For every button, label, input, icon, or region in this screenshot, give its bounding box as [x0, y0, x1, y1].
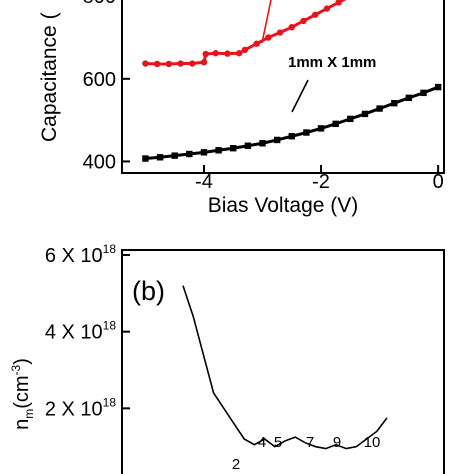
panel-a-plot-frame	[121, 0, 445, 174]
panel-a-series-1-point	[405, 94, 413, 102]
ylabel-main: n	[11, 419, 33, 430]
panel-a-series-0-point	[202, 50, 209, 58]
panel-a-series-0-point	[142, 60, 149, 67]
panel-a-y-tick-label-2: 800	[83, 0, 116, 8]
panel-a-x-axis-label: Bias Voltage (V)	[208, 194, 359, 217]
panel-b-y-tick-label-0: 2 X 1018	[45, 395, 117, 420]
ylabel-sub: m	[22, 409, 36, 419]
panel-a-series-1-point	[273, 136, 281, 144]
ylabel-unit: (cm	[11, 375, 33, 408]
panel-a-series-0-point	[288, 23, 295, 31]
panel-a-series-0-point	[165, 60, 173, 68]
panel-b-peak-label-4: 4	[258, 434, 266, 451]
panel-a-series-1-point	[186, 150, 193, 158]
panel-a-series-0-point	[300, 17, 307, 25]
panel-a-x-tick-label-1: -2	[312, 171, 330, 193]
panel-a-series-0-point	[189, 60, 196, 67]
panel-a-series-1-point	[347, 115, 354, 123]
panel-a-series-line-1	[145, 85, 439, 161]
panel-b-peak-label-5: 5	[274, 434, 282, 451]
panel-a-y-ticks: 400 600 800	[83, 0, 130, 173]
ylabel-exp: -3	[9, 364, 23, 375]
red-annotation-leader	[261, 0, 272, 44]
panel-a-series-0-point	[312, 11, 319, 18]
panel-a-series-1-point	[420, 89, 427, 97]
panel-a-series-1-point	[288, 133, 295, 140]
panel-a-series-1-point	[391, 99, 398, 107]
annotation-device-size: 1mm X 1mm	[288, 54, 376, 71]
panel-a-series-0-point	[241, 46, 249, 54]
panel-a-series-0-point	[335, 0, 342, 6]
panel-a-series-1-point	[142, 155, 149, 162]
panel-a-series	[142, 0, 442, 162]
panel-a: 400 600 800 -4 -2 0 Capacitance ( Bias Volta…	[38, 0, 445, 217]
panel-a-series-1-point	[376, 105, 383, 112]
panel-a-series-1-point	[156, 154, 164, 161]
panel-a-series-1-point	[361, 110, 369, 118]
panel-b-y-tick-label-1: 4 X 1018	[45, 319, 117, 344]
panel-b-y-ticks: 2 X 1018 4 X 1018 6 X 1018	[45, 242, 130, 420]
panel-a-series-0-point	[235, 50, 243, 57]
panel-a-y-tick-label-0: 400	[83, 151, 116, 173]
panel-b-y-tick-label-2: 6 X 1018	[45, 242, 117, 267]
panel-b: 2 X 1018 4 X 1018 6 X 1018 2 4 5 7 9 10 (b) nm(…	[9, 242, 445, 474]
ylabel-close: )	[11, 358, 33, 365]
panel-a-y-axis-label: Capacitance (	[38, 12, 61, 142]
black-annotation-leader	[291, 79, 309, 113]
panel-a-series-1-point	[332, 120, 339, 128]
panel-a-series-1-point	[215, 147, 222, 154]
panel-b-plot-frame	[121, 249, 445, 474]
panel-a-x-ticks: -4 -2 0	[195, 165, 444, 193]
panel-a-series-0-point	[200, 59, 208, 66]
panel-a-series-0-point	[224, 50, 231, 57]
panel-a-series-0-point	[177, 60, 184, 67]
panel-b-peak-label-10: 10	[364, 434, 381, 451]
panel-a-series-1-point	[230, 145, 237, 152]
panel-a-series-0-point	[276, 29, 284, 36]
panel-a-series-1-point	[200, 149, 208, 156]
panel-a-series-1-point	[171, 152, 178, 159]
panel-b-peak-label-2: 2	[232, 456, 240, 473]
panel-b-peak-labels: 2 4 5 7 9 10	[232, 434, 381, 473]
panel-b-series	[182, 285, 388, 450]
panel-b-peak-label-9: 9	[333, 434, 341, 451]
panel-a-series-1-point	[244, 142, 252, 149]
panel-a-series-0-point	[323, 5, 331, 12]
panel-a-series-1-point	[303, 129, 310, 136]
panel-a-series-0-point	[265, 34, 272, 41]
panel-a-series-1-point	[317, 125, 325, 132]
panel-a-series-0-point	[253, 40, 260, 47]
panel-b-peak-label-7: 7	[306, 434, 314, 451]
panel-a-series-1-point	[259, 140, 266, 147]
panel-a-x-tick-label-2: 0	[433, 171, 444, 193]
panel-a-series-0-point	[212, 50, 219, 57]
panel-a-x-tick-label-0: -4	[195, 171, 213, 193]
panel-a-series-0-point	[153, 60, 161, 68]
panel-b-series-line	[182, 285, 388, 450]
panel-b-y-axis-label: nm(cm-3)	[9, 358, 36, 430]
panel-b-label: (b)	[132, 276, 165, 306]
panel-a-series-1-point	[434, 83, 442, 91]
panel-a-y-tick-label-1: 600	[83, 69, 116, 91]
